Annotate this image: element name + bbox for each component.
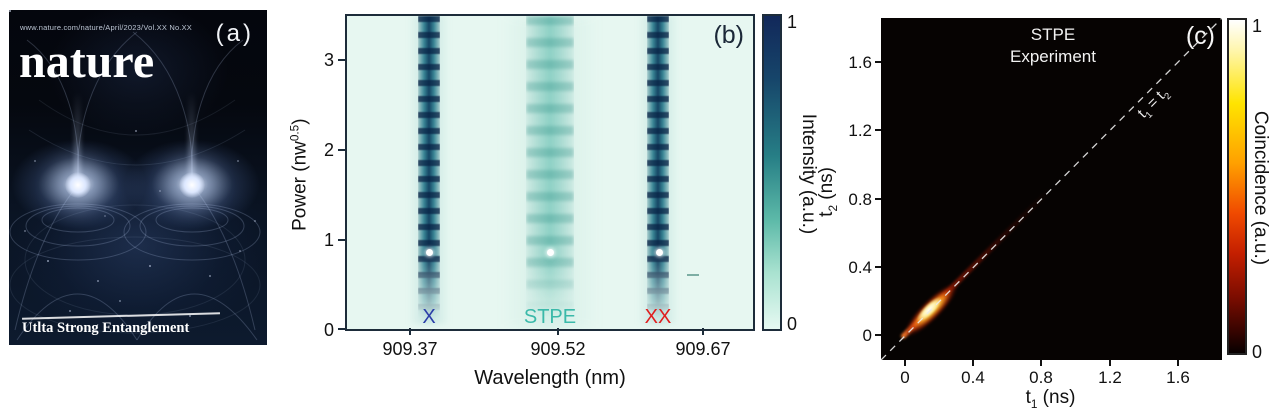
panel-b-label: (b): [713, 21, 744, 49]
c-ytick-12: [875, 129, 881, 131]
b-ytick-3: [338, 59, 345, 61]
xx-line-annotation: XX: [644, 306, 672, 328]
c-xtick-label-12: 1.2: [1098, 368, 1122, 387]
c-xaxis-rest: (ns): [1037, 387, 1076, 408]
cover-url-text: www.nature.com/nature/April/2023/Vol.XX …: [20, 23, 193, 32]
b-ytick-0: [338, 328, 345, 330]
diagonal-dashed-line: [881, 18, 1222, 360]
b-yaxis-label-prefix: Power (nw: [289, 141, 311, 231]
c-xtick-12: [1109, 360, 1111, 366]
panel-c-label: (c): [1185, 22, 1215, 50]
x-line-annotation: X: [422, 306, 436, 328]
b-yaxis-label-sup: 0.5: [288, 124, 302, 142]
c-xaxis-label: t1 (ns): [998, 387, 1103, 411]
c-ytick-label-08: 0.8: [848, 190, 872, 209]
b-ytick-2: [338, 149, 345, 151]
panel-a-cover: www.nature.com/nature/April/2023/Vol.XX …: [9, 10, 267, 345]
b-colorbar-tick-top: 1: [787, 12, 798, 32]
c-xtick-08: [1040, 360, 1042, 366]
c-yaxis-base: t: [816, 211, 838, 217]
c-xtick-label-08: 0.8: [1029, 368, 1053, 387]
c-ytick-label-16: 1.6: [848, 53, 872, 72]
b-xtick-label-1: 909.37: [382, 339, 438, 359]
c-xaxis-base: t: [1025, 387, 1031, 408]
b-xtick-2: [557, 328, 559, 335]
star-speckles: [9, 10, 11, 12]
b-ytick-label-0: 0: [323, 320, 334, 340]
panel-a-label: (a): [215, 20, 254, 47]
c-ytick-04: [875, 266, 881, 268]
scale-dash: [687, 274, 699, 276]
b-xtick-label-3: 909.67: [675, 339, 731, 359]
cover-nebula-art: [9, 10, 267, 345]
nature-masthead: nature: [19, 35, 155, 88]
panel-c-title: STPE Experiment: [938, 24, 1168, 68]
b-xaxis-label: Wavelength (nm): [474, 367, 626, 389]
c-xtick-label-0: 0: [900, 368, 910, 387]
c-yaxis-rest: (ns): [816, 166, 838, 205]
c-xtick-0: [904, 360, 906, 366]
c-xtick-16: [1177, 360, 1179, 366]
c-xtick-label-16: 1.6: [1166, 368, 1190, 387]
b-xtick-3: [702, 328, 704, 335]
c-xtick-label-04: 0.4: [961, 368, 985, 387]
c-ytick-08: [875, 198, 881, 200]
glow-orb-right: [179, 172, 205, 198]
c-yaxis-sub: 2: [826, 204, 840, 212]
c-colorbar-tick-top: 1: [1252, 16, 1263, 36]
panel-c-title-line1: STPE: [1030, 25, 1076, 44]
xx-power-marker: [656, 249, 663, 256]
panel-c-title-line2: Experiment: [1010, 47, 1096, 67]
xx-emission-streak: [647, 16, 669, 318]
light-plume-left: [74, 92, 81, 187]
x-power-marker: [426, 249, 433, 256]
light-plume-right: [188, 92, 195, 187]
panel-b-colorbar: [762, 14, 782, 331]
b-xtick-label-2: 909.52: [530, 339, 586, 359]
stpe-power-marker: [547, 249, 554, 256]
b-yaxis-label: Power (nw0.5): [288, 65, 311, 285]
c-ytick-label-04: 0.4: [848, 258, 872, 277]
b-xtick-1: [409, 328, 411, 335]
panel-c-plot-area: STPE Experiment (c) t1 = t2: [881, 18, 1222, 360]
cover-caption: Utlta Strong Entanglement: [22, 320, 190, 336]
c-ytick-16: [875, 61, 881, 63]
b-ytick-label-1: 1: [323, 230, 334, 250]
stpe-emission-band: [526, 16, 574, 318]
c-colorbar-tick-bottom: 0: [1252, 342, 1263, 362]
glow-orb-left: [65, 172, 91, 198]
stpe-band-halo: [502, 16, 598, 328]
b-ytick-label-2: 2: [323, 140, 334, 160]
b-ytick-1: [338, 239, 345, 241]
c-ytick-label-0: 0: [862, 326, 872, 345]
x-emission-streak: [418, 16, 440, 318]
b-colorbar-tick-bottom: 0: [787, 314, 798, 334]
c-ytick-label-12: 1.2: [848, 121, 872, 140]
c-xaxis-sub: 1: [1030, 397, 1038, 411]
stpe-line-annotation: STPE: [523, 306, 577, 328]
b-ytick-label-3: 3: [323, 50, 334, 70]
c-colorbar-label: Coincidence (a.u.): [1250, 110, 1269, 266]
c-ytick-0: [875, 334, 881, 336]
c-xtick-04: [972, 360, 974, 366]
panel-b-plot-area: (b) X STPE XX: [345, 14, 755, 331]
c-yaxis-label: t2 (ns): [816, 82, 840, 302]
panel-c-colorbar: [1227, 18, 1247, 355]
b-yaxis-label-suffix: ): [289, 118, 311, 125]
